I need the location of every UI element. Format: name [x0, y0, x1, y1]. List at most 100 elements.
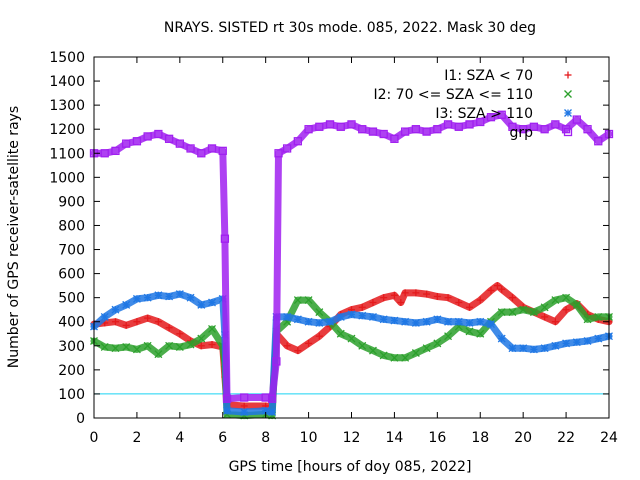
data-point	[197, 334, 206, 343]
data-point	[476, 317, 485, 326]
data-point	[220, 234, 230, 243]
y-tick-label: 1000	[49, 170, 85, 186]
data-point	[293, 137, 303, 146]
y-tick-label: 700	[58, 243, 85, 259]
data-point	[100, 312, 109, 321]
data-point	[197, 342, 205, 350]
data-point	[197, 300, 206, 309]
data-point	[487, 286, 495, 294]
data-point	[186, 144, 195, 153]
data-point	[186, 293, 195, 302]
data-point	[519, 125, 528, 134]
data-point	[336, 329, 345, 338]
y-tick-label: 1300	[49, 98, 85, 114]
data-point	[368, 346, 377, 355]
data-point	[100, 343, 109, 351]
data-point	[423, 290, 431, 298]
data-point	[175, 139, 184, 148]
data-point	[476, 117, 485, 127]
data-point	[529, 122, 539, 131]
data-point	[315, 318, 324, 327]
data-point	[562, 339, 571, 348]
data-point	[268, 408, 277, 416]
data-point	[583, 337, 592, 345]
data-point	[540, 344, 549, 353]
legend-label: I3: SZA > 110	[435, 106, 533, 122]
data-point	[551, 120, 560, 129]
data-point	[497, 110, 506, 119]
data-point	[508, 294, 516, 302]
data-point	[411, 318, 420, 327]
axis-ticks: 0100200300400500600700800900100011001200…	[49, 50, 618, 446]
legend-label: I2: 70 <= SZA <= 110	[373, 87, 533, 103]
x-tick-label: 20	[514, 430, 532, 446]
data-point	[508, 122, 517, 131]
data-point	[165, 341, 174, 350]
data-point	[154, 350, 163, 359]
data-point	[401, 317, 410, 326]
data-point	[422, 344, 431, 353]
x-tick-label: 24	[600, 430, 618, 446]
data-point	[540, 125, 549, 134]
data-point	[562, 293, 571, 302]
y-tick-label: 1400	[49, 74, 85, 90]
x-axis-label: GPS time [hours of doy 085, 2022]	[229, 459, 472, 475]
data-point	[379, 129, 388, 139]
y-tick-label: 300	[58, 339, 85, 355]
x-tick-label: 16	[428, 430, 446, 446]
y-tick-label: 600	[58, 267, 85, 283]
data-point	[390, 353, 399, 362]
data-point	[132, 345, 141, 354]
data-point	[267, 394, 277, 403]
data-point	[476, 329, 485, 338]
data-point	[519, 344, 528, 353]
data-point	[583, 315, 592, 324]
y-tick-label: 500	[58, 291, 85, 307]
data-point	[240, 393, 249, 402]
data-point	[551, 341, 560, 350]
data-point	[358, 303, 366, 311]
data-point	[143, 341, 152, 350]
data-point	[411, 125, 421, 134]
data-point	[561, 125, 571, 134]
data-point	[487, 320, 495, 329]
data-point	[272, 357, 281, 366]
series-band	[90, 282, 613, 411]
data-point	[315, 332, 323, 340]
data-point	[519, 305, 528, 314]
x-tick-label: 10	[300, 430, 318, 446]
y-tick-label: 100	[58, 387, 85, 403]
plot-area	[89, 110, 614, 420]
data-point	[122, 343, 131, 351]
data-point	[444, 317, 453, 326]
data-point	[476, 296, 484, 304]
data-point	[326, 317, 335, 326]
data-point	[315, 308, 324, 317]
data-point	[529, 308, 538, 317]
x-tick-label: 14	[386, 430, 404, 446]
data-point	[122, 300, 131, 309]
y-axis-label: Number of GPS receiver-satellite rays	[6, 106, 22, 368]
data-point	[175, 343, 184, 351]
data-point	[154, 291, 163, 300]
data-point	[368, 127, 378, 136]
data-point	[369, 298, 377, 306]
data-point	[551, 318, 559, 326]
data-point	[465, 318, 474, 327]
data-point	[493, 282, 501, 290]
data-point	[465, 327, 474, 336]
data-point	[274, 149, 283, 158]
data-point	[218, 146, 227, 156]
data-point	[529, 345, 538, 354]
data-point	[111, 305, 120, 314]
data-point	[154, 318, 162, 326]
data-point	[572, 300, 581, 309]
data-point	[144, 314, 152, 322]
data-point	[508, 308, 517, 317]
data-point	[390, 291, 398, 299]
x-tick-label: 12	[343, 430, 361, 446]
data-point	[283, 312, 292, 321]
data-point	[304, 296, 313, 305]
data-point	[176, 330, 184, 338]
data-point	[422, 127, 431, 136]
